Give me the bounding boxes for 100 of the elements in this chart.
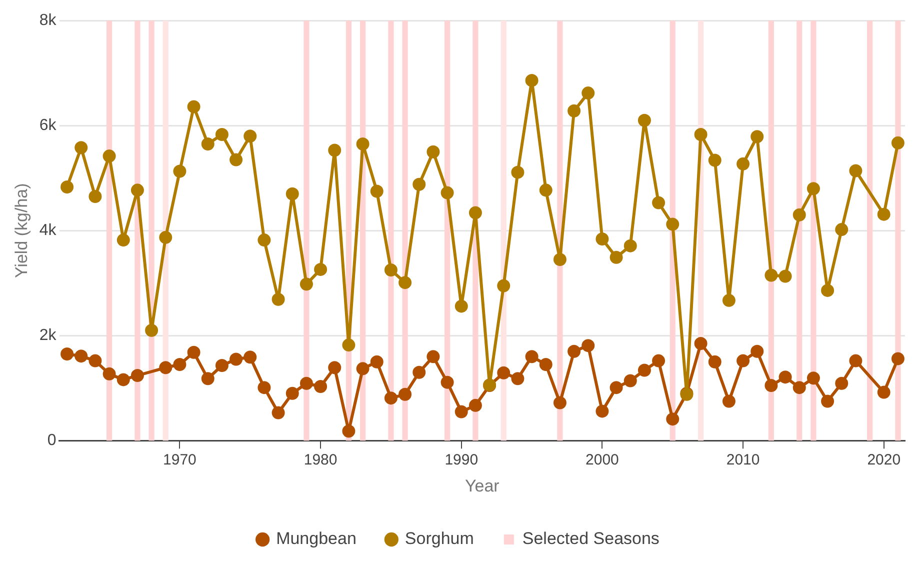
point [468,206,482,220]
legend-label: Mungbean [276,529,356,548]
point [244,350,257,364]
point [877,386,890,399]
point [258,381,271,394]
point [454,405,468,418]
x-tick-label: 2000 [586,452,619,469]
point [849,354,862,368]
point [130,369,144,382]
point [497,279,510,292]
point [74,350,88,363]
x-tick-label: 1980 [304,452,338,469]
point [272,292,285,306]
point [454,300,468,313]
point [666,218,680,231]
point [258,234,271,247]
x-tick-label: 2010 [726,452,760,469]
x-tick-label: 1990 [444,452,478,469]
point [201,372,214,386]
point [74,141,88,154]
point [286,187,299,200]
legend-label: Selected Seasons [522,529,660,548]
point [778,370,792,384]
point [806,372,820,385]
point [314,262,328,276]
point [610,250,623,264]
point [694,336,708,350]
point [398,276,412,290]
y-tick-label: 0 [47,432,56,450]
point [398,388,412,401]
point [624,374,637,388]
point [891,352,904,366]
x-tick-label: 2020 [867,452,901,469]
point [624,239,637,252]
point [215,359,228,372]
point [244,130,257,143]
point [201,137,214,150]
point [215,128,228,142]
point [342,424,356,438]
point [342,338,356,352]
point [440,186,454,200]
point [511,372,524,386]
point [764,378,778,392]
point [159,230,172,244]
y-axis-title: Yield (kg/ha) [12,183,31,278]
point [821,394,834,408]
point [384,263,398,276]
point [553,396,566,410]
point [568,104,581,118]
point [750,344,764,358]
point [568,344,581,358]
point [722,294,736,307]
point [596,404,609,418]
point [145,324,158,337]
point [806,182,820,196]
point [116,234,130,247]
point [835,376,848,390]
point [652,196,666,210]
point [286,386,299,400]
point [750,130,764,144]
point [821,284,834,297]
point [272,406,285,420]
x-tick-label: 1970 [163,452,196,469]
y-tick-label: 6k [39,117,58,134]
point [356,137,370,150]
point [553,252,566,266]
point [328,144,342,157]
point [187,100,200,114]
point [736,354,750,368]
point [356,362,370,376]
point [159,361,172,374]
point [539,184,552,197]
point [792,208,806,222]
point [468,398,482,412]
point [88,354,102,368]
point [116,373,130,386]
point [384,392,398,405]
y-tick-label: 2k [39,327,58,344]
point [328,361,342,374]
point [849,164,862,178]
point [187,346,200,359]
point [88,190,102,203]
point [314,380,328,394]
point [440,376,454,389]
point [102,367,116,380]
point [412,366,426,379]
point [525,350,538,364]
point [722,394,736,408]
point [426,145,440,158]
legend-label: Sorghum [404,529,474,548]
y-tick-label: 4k [39,222,58,240]
point [426,350,440,364]
y-tick-label: 8k [39,12,58,30]
point [497,366,510,380]
point [60,347,74,360]
point [764,268,778,282]
point [778,270,792,283]
point [300,278,313,291]
point [230,153,243,166]
point [173,164,186,178]
